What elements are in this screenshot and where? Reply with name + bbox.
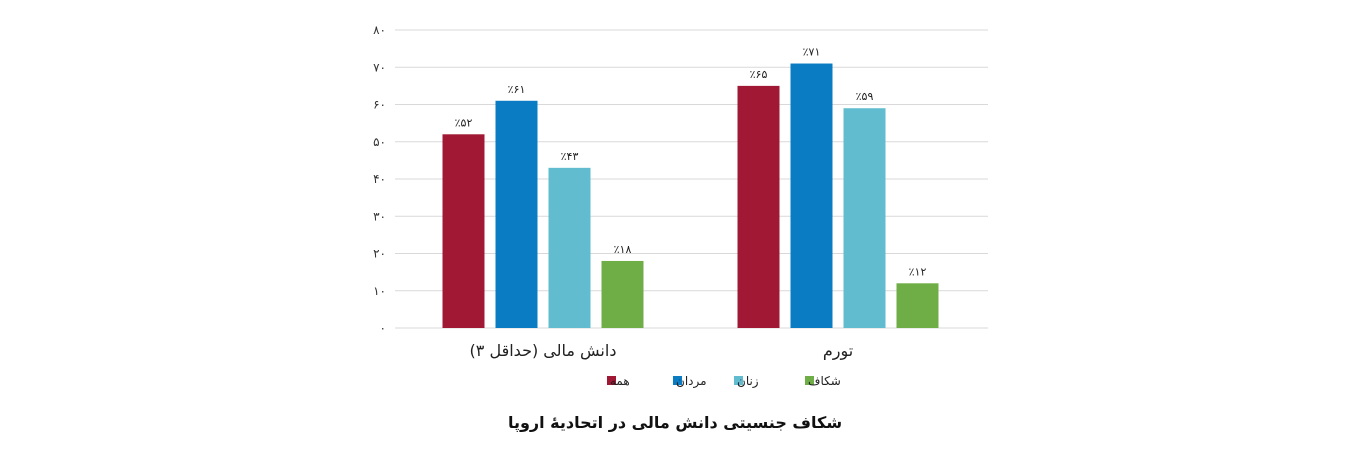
- bar: [601, 260, 644, 328]
- y-tick-label: ۵۰: [373, 135, 386, 149]
- data-label: ٪۱۸: [614, 243, 632, 256]
- grid-lines: [395, 29, 988, 329]
- y-axis-ticks: ۰ ۱۰ ۲۰ ۳۰ ۴۰ ۵۰ ۶۰ ۷۰ ۸۰: [373, 23, 386, 335]
- data-label: ٪۶۱: [508, 83, 526, 96]
- y-tick-label: ۳۰: [373, 209, 386, 223]
- bar: [442, 134, 485, 328]
- legend-label: مردان: [676, 374, 707, 389]
- legend-label: همه: [610, 374, 630, 388]
- y-tick-label: ۲۰: [373, 247, 386, 261]
- y-tick-label: ۱۰: [373, 284, 386, 298]
- category-label: تورم: [823, 341, 853, 361]
- data-label: ٪۱۲: [909, 265, 927, 278]
- bar: [843, 108, 886, 328]
- bars: [442, 63, 939, 329]
- chart-title: شکاف جنسیتی دانش مالی در اتحادیهٔ اروپا: [508, 413, 842, 433]
- y-tick-label: ۷۰: [373, 60, 386, 74]
- data-label: ٪۴۳: [561, 150, 579, 163]
- legend: همه مردان زنان شکاف: [607, 374, 841, 389]
- data-label: ٪۷۱: [803, 46, 821, 59]
- data-label: ٪۵۲: [455, 116, 473, 129]
- y-tick-label: ۸۰: [373, 23, 386, 37]
- legend-swatch: [673, 376, 682, 385]
- legend-swatch: [805, 376, 814, 385]
- y-tick-label: ۴۰: [373, 172, 386, 186]
- bar: [737, 85, 780, 328]
- bar: [790, 63, 833, 329]
- legend-label: شکاف: [808, 374, 841, 388]
- data-labels: ٪۵۲ ٪۶۱ ٪۴۳ ٪۱۸ ٪۶۵ ٪۷۱ ٪۵۹ ٪۱۲: [455, 46, 927, 279]
- category-label: دانش مالی (حداقل ۳): [470, 341, 617, 361]
- bar: [495, 100, 538, 329]
- legend-swatch: [734, 376, 743, 385]
- category-labels: دانش مالی (حداقل ۳) تورم: [470, 341, 854, 361]
- y-tick-label: ۶۰: [373, 98, 386, 112]
- bar: [548, 167, 591, 328]
- bar: [896, 283, 939, 328]
- data-label: ٪۵۹: [856, 90, 874, 103]
- y-tick-label: ۰: [380, 321, 386, 335]
- legend-swatch: [607, 376, 616, 385]
- legend-label: زنان: [737, 374, 759, 389]
- data-label: ٪۶۵: [750, 68, 768, 81]
